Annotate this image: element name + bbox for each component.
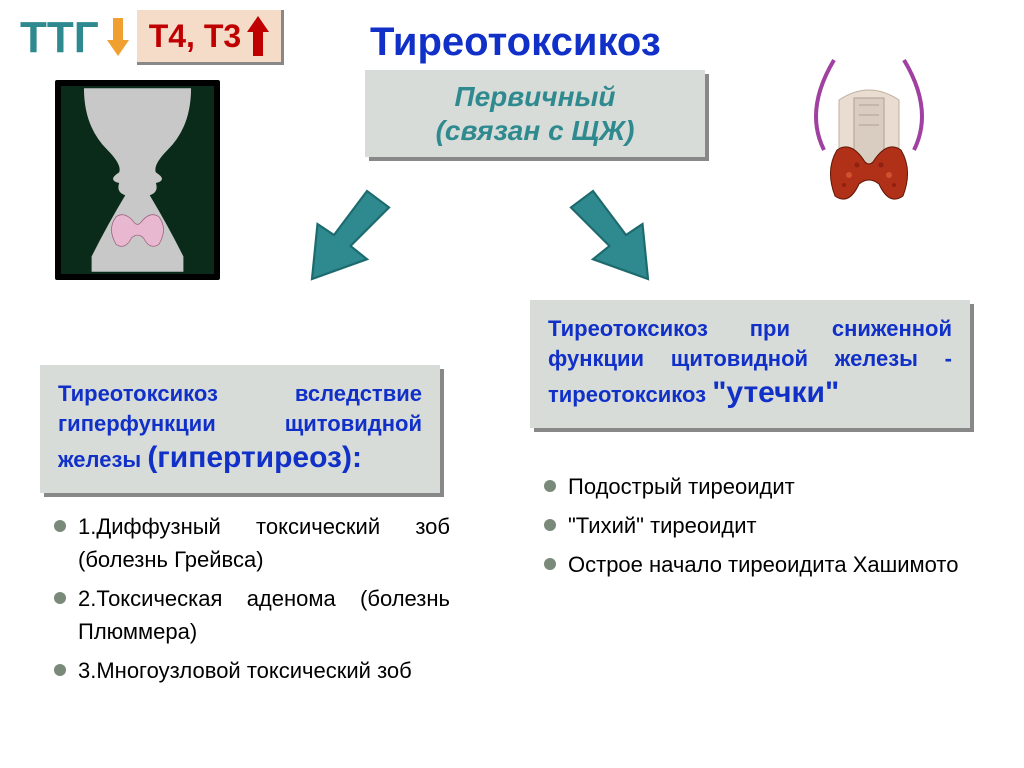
arrow-down-icon [107, 18, 129, 58]
ttg-label: ТТГ [20, 13, 99, 63]
neck-illustration [55, 80, 220, 280]
primary-box: Первичный (связан с ЩЖ) [365, 70, 705, 157]
main-title: Тиреотоксикоз [370, 20, 661, 65]
list-item: 3.Многоузловой токсический зоб [50, 654, 450, 687]
t4t3-box: Т4, Т3 [137, 10, 284, 65]
arrow-up-icon [247, 16, 269, 56]
leakage-box: Тиреотоксикоз при сниженной функции щито… [530, 300, 970, 428]
thyroid-anatomy-illustration [784, 50, 954, 220]
list-item: 2.Токсическая аденома (болезнь Плюммера) [50, 582, 450, 648]
t4t3-label: Т4, Т3 [149, 18, 241, 55]
left-box-emphasis: (гипертиреоз): [147, 441, 362, 474]
hormone-indicators: ТТГ Т4, Т3 [20, 10, 284, 65]
list-item: 1.Диффузный токсический зоб (болезнь Гре… [50, 510, 450, 576]
arrow-left-icon [290, 180, 400, 295]
list-item: Острое начало тиреоидита Хашимото [540, 548, 960, 581]
leakage-list: Подострый тиреоидит "Тихий" тиреоидит Остр… [540, 470, 960, 587]
list-item: Подострый тиреоидит [540, 470, 960, 503]
list-item: "Тихий" тиреоидит [540, 509, 960, 542]
right-box-emphasis: "утечки" [712, 376, 839, 409]
primary-line1: Первичный [379, 80, 691, 114]
hyperthyroidism-list: 1.Диффузный токсический зоб (болезнь Гре… [50, 510, 450, 693]
primary-line2: (связан с ЩЖ) [379, 114, 691, 148]
arrow-right-icon [560, 180, 670, 295]
hyperthyroidism-box: Тиреотоксикоз вследствие гиперфункции щи… [40, 365, 440, 493]
